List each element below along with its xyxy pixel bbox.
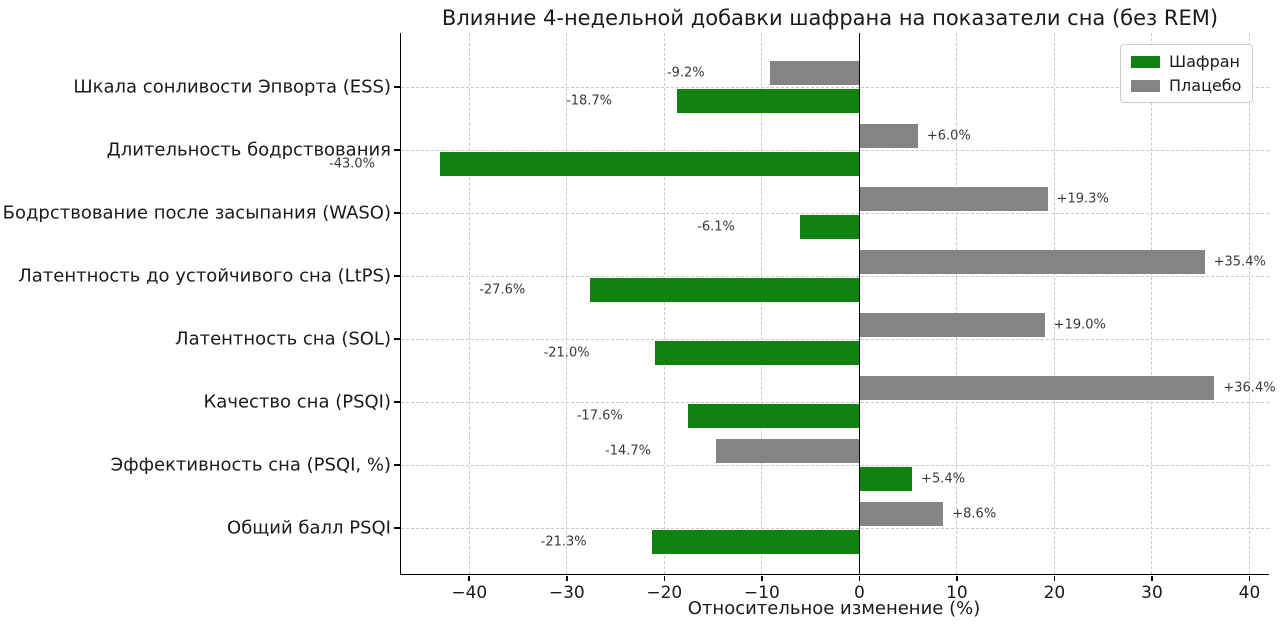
h-gridline [401, 401, 1269, 403]
x-tick-label: 0 [853, 583, 865, 603]
bar-value-label: -17.6% [576, 408, 623, 424]
category-label: Длительность бодрствования [106, 139, 391, 161]
v-gridline [761, 33, 763, 574]
plot-area: −40 −30 −20 −10 0 10 20 30 40 Шкала сонливости Эп… [3, 33, 1276, 603]
bar-value-label: +19.0% [1053, 317, 1106, 333]
y-tick-mark [393, 212, 400, 214]
category-label: Эффективность сна (PSQI, %) [110, 454, 391, 476]
category-label: Качество сна (PSQI) [203, 391, 391, 413]
legend-label-placebo: Плацебо [1169, 76, 1242, 95]
legend-item-saffron: Шафран [1131, 52, 1241, 71]
bar-placebo [859, 502, 944, 526]
y-tick-mark [393, 86, 400, 88]
bar-value-label: +19.3% [1056, 191, 1109, 207]
bar-saffron [687, 404, 860, 428]
x-tick-mark [565, 576, 568, 581]
h-gridline [401, 527, 1269, 529]
y-tick-mark [393, 527, 400, 529]
bar-placebo [769, 61, 860, 85]
bar-value-label: -9.2% [666, 65, 705, 81]
y-tick-mark [393, 401, 400, 403]
bar-value-label: -21.3% [540, 534, 587, 550]
h-gridline [401, 338, 1269, 340]
v-gridline [468, 33, 470, 574]
legend-item-placebo: Плацебо [1131, 76, 1241, 95]
bar-saffron [440, 152, 860, 176]
placebo-swatch-icon [1131, 79, 1160, 92]
bar-saffron [590, 278, 860, 302]
bar-placebo [716, 439, 860, 463]
v-gridline [663, 33, 665, 574]
zero-axis-line [858, 33, 861, 574]
y-tick-mark [393, 338, 400, 340]
bar-value-label: -27.6% [479, 282, 526, 298]
bar-value-label: +36.4% [1223, 380, 1276, 396]
x-tick-label: 40 [1238, 583, 1261, 603]
x-tick-label: 20 [1043, 583, 1066, 603]
bar-placebo [859, 376, 1215, 400]
bar-saffron [799, 215, 860, 239]
h-gridline [401, 86, 1269, 88]
category-label: Общий балл PSQI [227, 517, 391, 539]
bar-value-label: -43.0% [329, 156, 376, 172]
x-tick-mark [1053, 576, 1056, 581]
bar-value-label: -14.7% [605, 443, 652, 459]
category-label: Латентность до устойчивого сна (LtPS) [18, 265, 391, 287]
v-gridline [1151, 33, 1153, 574]
y-tick-mark [393, 275, 400, 277]
category-label: Шкала сонливости Эпворта (ESS) [73, 76, 391, 98]
x-tick-label: −40 [451, 583, 488, 603]
bar-value-label: -6.1% [697, 219, 735, 235]
bar-saffron [859, 467, 913, 491]
bar-placebo [859, 187, 1048, 211]
x-tick-label: −20 [646, 583, 683, 603]
v-gridline [956, 33, 958, 574]
bar-placebo [859, 124, 918, 148]
bar-value-label: +35.4% [1213, 254, 1266, 270]
h-gridline [401, 275, 1269, 277]
x-tick-mark [956, 576, 958, 581]
bar-placebo [859, 250, 1205, 274]
h-gridline [401, 464, 1269, 466]
v-gridline [1053, 33, 1055, 574]
y-tick-mark [393, 464, 400, 466]
bar-value-label: +6.0% [926, 128, 971, 144]
v-gridline [1248, 33, 1250, 574]
x-tick-label: 10 [946, 583, 968, 603]
x-tick-label: 30 [1141, 583, 1163, 603]
category-label: Латентность сна (SOL) [175, 328, 391, 350]
x-tick-mark [1151, 576, 1153, 581]
x-tick-mark [468, 576, 471, 581]
bar-value-label: +8.6% [952, 506, 997, 522]
x-axis-label: Относительное изменение (%) [687, 598, 981, 619]
bar-saffron [677, 89, 860, 113]
bar-placebo [859, 313, 1045, 337]
saffron-swatch-icon [1131, 55, 1160, 68]
bar-value-label: +5.4% [921, 471, 965, 487]
h-gridline [401, 212, 1269, 214]
legend-label-saffron: Шафран [1169, 52, 1241, 71]
x-tick-mark [663, 576, 666, 581]
v-gridline [566, 33, 568, 574]
chart-title: Влияние 4-недельной добавки шафрана на п… [441, 6, 1219, 30]
x-tick-label: −30 [548, 583, 585, 603]
y-tick-mark [393, 149, 400, 151]
x-tick-mark [858, 576, 861, 581]
x-tick-mark [1248, 576, 1251, 581]
bar-saffron [654, 341, 860, 365]
x-tick-mark [761, 576, 763, 581]
bar-saffron [651, 530, 860, 554]
legend: Шафран Плацебо [1120, 44, 1254, 103]
bar-value-label: -18.7% [566, 93, 613, 109]
x-tick-label: −10 [743, 583, 780, 603]
h-gridline [401, 149, 1269, 151]
category-label: Бодрствование после засыпания (WASO) [2, 202, 391, 224]
bar-value-label: -21.0% [543, 345, 590, 361]
